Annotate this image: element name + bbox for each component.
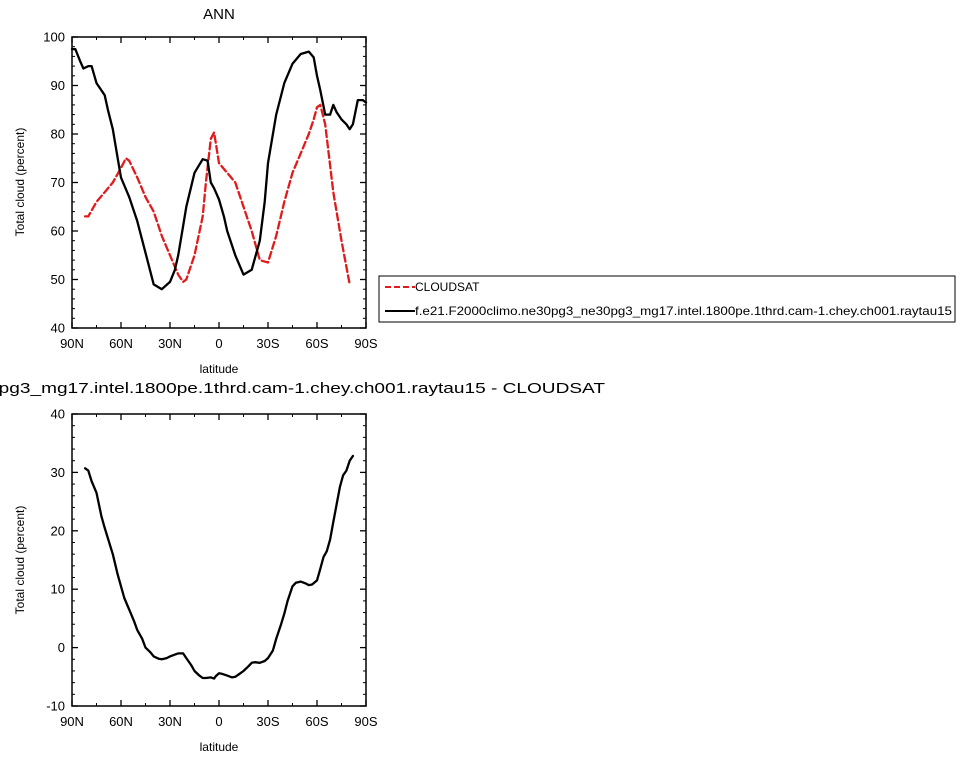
bot-x-tick-label: 60N xyxy=(109,714,133,729)
top-series-group xyxy=(70,47,368,291)
bottom-y-tick-labels: -10 0 10 20 30 40 xyxy=(46,407,65,714)
bot-y-tick-label: 0 xyxy=(58,640,65,655)
bottom-axis-ticks xyxy=(71,413,367,707)
top-y-tick-label: 100 xyxy=(43,30,65,45)
bot-x-tick-label: 90S xyxy=(354,714,377,729)
bottom-chart-title: f.e21.F2000climo.ne30pg3_ne30pg3_mg17.in… xyxy=(0,380,605,397)
top-series-line-model xyxy=(70,47,368,291)
bottom-x-axis-label: latitude xyxy=(200,740,239,754)
bot-y-tick-label: 40 xyxy=(51,407,65,422)
top-panel: ANN 90N 60N 30N 0 30S 60S 90S 405060708090100 … xyxy=(13,6,378,376)
top-plot-frame xyxy=(71,36,367,329)
bot-y-tick-label: -10 xyxy=(46,699,65,714)
bot-x-tick-label: 30N xyxy=(158,714,182,729)
legend-box xyxy=(378,275,956,323)
bottom-x-tick-labels: 90N 60N 30N 0 30S 60S 90S xyxy=(60,714,378,729)
top-y-tick-label: 50 xyxy=(51,272,65,287)
top-axis-ticks xyxy=(71,36,367,329)
legend-model-label: f.e21.F2000climo.ne30pg3_ne30pg3_mg17.in… xyxy=(415,304,952,318)
top-series-line-cloudsat xyxy=(83,103,351,286)
bot-x-tick-label: 0 xyxy=(215,714,222,729)
bot-y-tick-label: 20 xyxy=(51,523,65,538)
legend-cloudsat-label: CLOUDSAT xyxy=(415,280,480,294)
bot-x-tick-label: 90N xyxy=(60,714,84,729)
top-y-tick-label: 70 xyxy=(51,175,65,190)
top-x-tick-label: 60S xyxy=(305,336,328,351)
bottom-series-group xyxy=(83,454,355,680)
top-chart-title: ANN xyxy=(203,6,235,23)
bot-x-tick-label: 60S xyxy=(305,714,328,729)
bot-x-tick-label: 30S xyxy=(256,714,279,729)
legend: CLOUDSAT f.e21.F2000climo.ne30pg3_ne30pg… xyxy=(378,275,956,323)
top-y-tick-label: 60 xyxy=(51,224,65,239)
top-x-tick-label: 30N xyxy=(158,336,182,351)
top-y-tick-label: 40 xyxy=(51,321,65,336)
top-x-tick-label: 0 xyxy=(215,336,222,351)
top-x-tick-label: 60N xyxy=(109,336,133,351)
bot-y-tick-label: 10 xyxy=(51,582,65,597)
top-x-tick-label: 30S xyxy=(256,336,279,351)
bottom-panel: f.e21.F2000climo.ne30pg3_ne30pg3_mg17.in… xyxy=(0,380,605,754)
top-x-tick-labels: 90N 60N 30N 0 30S 60S 90S xyxy=(60,336,378,351)
top-x-axis-label: latitude xyxy=(200,362,239,376)
top-y-tick-label: 90 xyxy=(51,78,65,93)
top-y-axis-label: Total cloud (percent) xyxy=(13,128,27,237)
top-x-tick-label: 90S xyxy=(354,336,377,351)
top-y-tick-labels: 40 50 60 70 80 90 100 xyxy=(43,30,65,336)
top-x-tick-label: 90N xyxy=(60,336,84,351)
bot-series-line-difference xyxy=(83,454,355,680)
bottom-y-axis-label: Total cloud (percent) xyxy=(13,506,27,615)
top-y-tick-label: 80 xyxy=(51,127,65,142)
bot-y-tick-label: 30 xyxy=(51,465,65,480)
